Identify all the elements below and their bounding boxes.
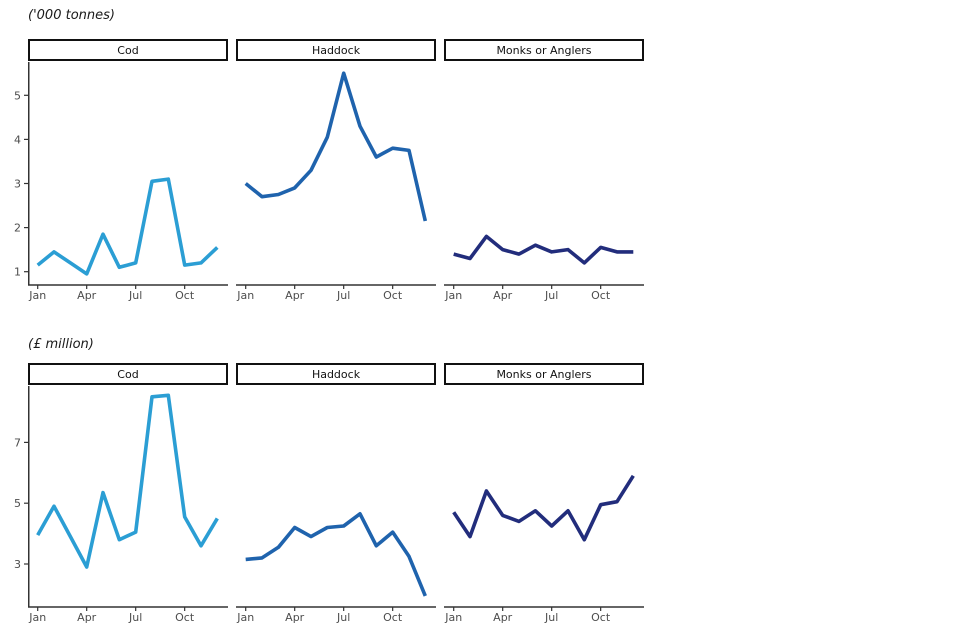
facet-label-haddock: Haddock bbox=[311, 43, 361, 57]
x-tick-label-haddock: Apr bbox=[285, 289, 305, 302]
facet-label-cod: Cod bbox=[117, 43, 139, 57]
x-tick-label-cod: Jan bbox=[28, 611, 46, 624]
x-tick-label-cod: Apr bbox=[77, 289, 97, 302]
x-tick-label-haddock: Oct bbox=[383, 611, 403, 624]
y-tick-label-row0: 5 bbox=[14, 89, 21, 102]
y-tick-label-row0: 2 bbox=[14, 222, 21, 235]
x-tick-label-monks-or-anglers: Jan bbox=[444, 611, 462, 624]
x-tick-label-monks-or-anglers: Oct bbox=[591, 289, 611, 302]
x-tick-label-haddock: Oct bbox=[383, 289, 403, 302]
x-tick-label-haddock: Apr bbox=[285, 611, 305, 624]
facet-label-cod: Cod bbox=[117, 367, 139, 381]
x-tick-label-haddock: Jul bbox=[336, 289, 350, 302]
x-tick-label-monks-or-anglers: Jul bbox=[544, 611, 558, 624]
facet-label-haddock: Haddock bbox=[311, 367, 361, 381]
facet-header-monks-or-anglers: Monks or Anglers bbox=[444, 39, 644, 61]
facet-header-monks-or-anglers: Monks or Anglers bbox=[444, 363, 644, 385]
x-tick-label-monks-or-anglers: Jan bbox=[444, 289, 462, 302]
y-tick-label-row1: 5 bbox=[14, 497, 21, 510]
facet-header-cod: Cod bbox=[28, 363, 228, 385]
x-tick-label-cod: Apr bbox=[77, 611, 97, 624]
line-series-monks-or-anglers bbox=[452, 474, 635, 542]
line-series-cod bbox=[36, 393, 219, 569]
x-tick-label-cod: Jul bbox=[128, 611, 142, 624]
facet-label-monks-or-anglers: Monks or Anglers bbox=[496, 43, 592, 57]
line-series-monks-or-anglers bbox=[453, 234, 634, 265]
x-tick-label-monks-or-anglers: Apr bbox=[493, 611, 513, 624]
y-tick-label-row0: 4 bbox=[14, 133, 21, 146]
y-tick-label-row0: 1 bbox=[14, 266, 21, 279]
y-tick-label-row1: 3 bbox=[14, 558, 21, 571]
line-series-cod bbox=[36, 177, 219, 276]
tonnes-row-title: ('000 tonnes) bbox=[28, 8, 115, 23]
millions-row-title: (£ million) bbox=[28, 337, 94, 352]
x-tick-label-monks-or-anglers: Oct bbox=[591, 611, 611, 624]
x-tick-label-cod: Jul bbox=[128, 289, 142, 302]
line-series-haddock bbox=[244, 71, 428, 222]
x-tick-label-haddock: Jan bbox=[236, 289, 254, 302]
x-tick-label-cod: Oct bbox=[175, 611, 195, 624]
facet-label-monks-or-anglers: Monks or Anglers bbox=[496, 367, 592, 381]
y-tick-label-row0: 3 bbox=[14, 178, 21, 191]
x-tick-label-cod: Oct bbox=[175, 289, 195, 302]
y-tick-label-row1: 7 bbox=[14, 436, 21, 449]
facet-header-cod: Cod bbox=[28, 39, 228, 61]
x-tick-label-haddock: Jul bbox=[336, 611, 350, 624]
x-tick-label-monks-or-anglers: Apr bbox=[493, 289, 513, 302]
facet-header-haddock: Haddock bbox=[236, 363, 436, 385]
x-tick-label-cod: Jan bbox=[28, 289, 46, 302]
x-tick-label-monks-or-anglers: Jul bbox=[544, 289, 558, 302]
line-series-haddock bbox=[245, 511, 427, 597]
x-tick-label-haddock: Jan bbox=[236, 611, 254, 624]
facet-header-haddock: Haddock bbox=[236, 39, 436, 61]
